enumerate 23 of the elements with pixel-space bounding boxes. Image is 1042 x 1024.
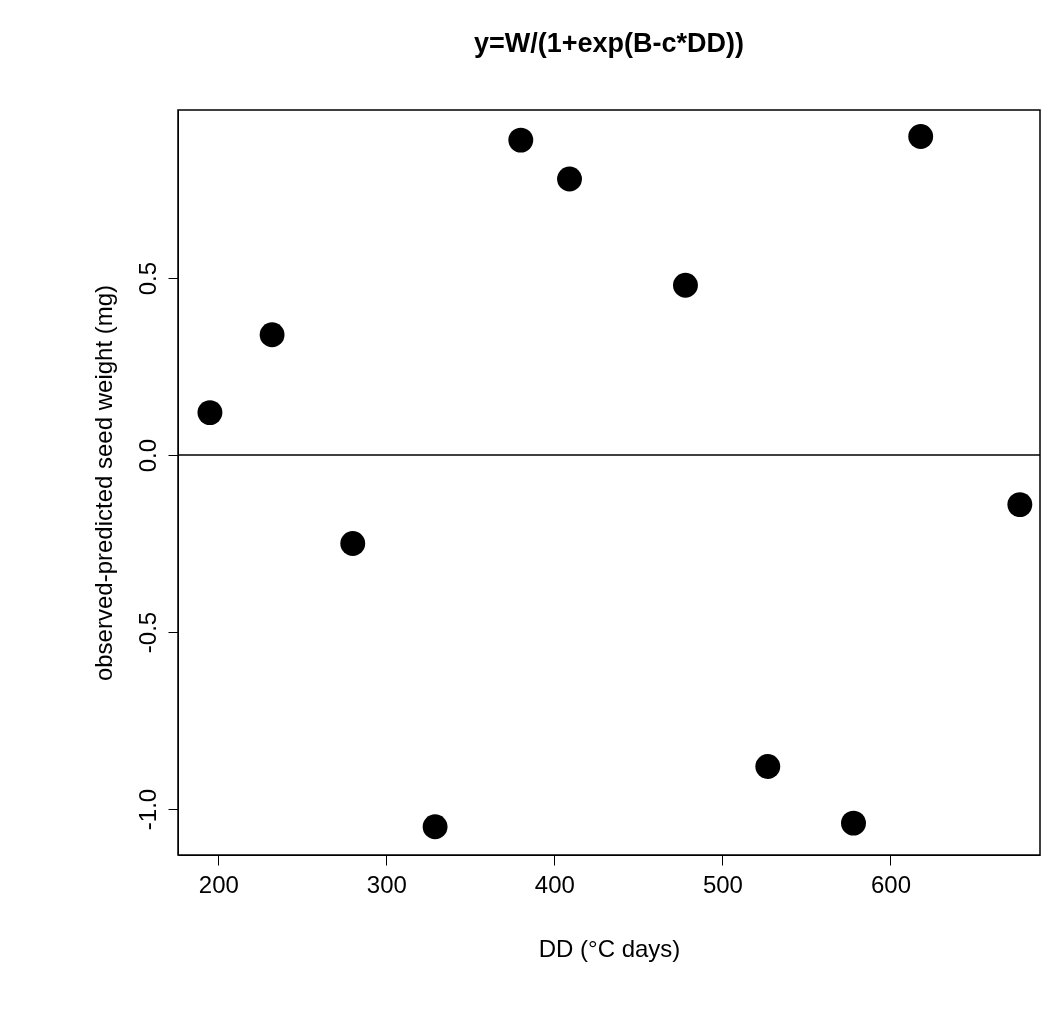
x-tick-label: 300 [366, 870, 407, 898]
chart-title: y=W/(1+exp(B-c*DD)) [473, 28, 745, 58]
y-tick-label: 0.0 [133, 438, 161, 473]
y-tick-label: -0.5 [133, 611, 161, 654]
point [508, 127, 534, 153]
point [755, 754, 781, 779]
point [557, 166, 582, 192]
point [422, 814, 448, 840]
x-tick-label: 500 [702, 870, 743, 898]
x-axis-title: DD (°C days) [538, 934, 681, 962]
x-tick-label: 400 [534, 870, 575, 898]
y-tick-label: -1.0 [133, 788, 161, 831]
x-tick-label: 200 [198, 870, 239, 898]
point [1007, 492, 1033, 518]
point [259, 322, 285, 348]
point [673, 272, 698, 298]
point [340, 531, 366, 556]
point [908, 124, 934, 149]
point [841, 810, 866, 836]
point [197, 400, 223, 426]
y-tick-label: 0.5 [133, 261, 161, 296]
y-axis-title: observed-predicted seed weight (mg) [89, 284, 117, 682]
x-tick-label: 600 [870, 870, 911, 898]
